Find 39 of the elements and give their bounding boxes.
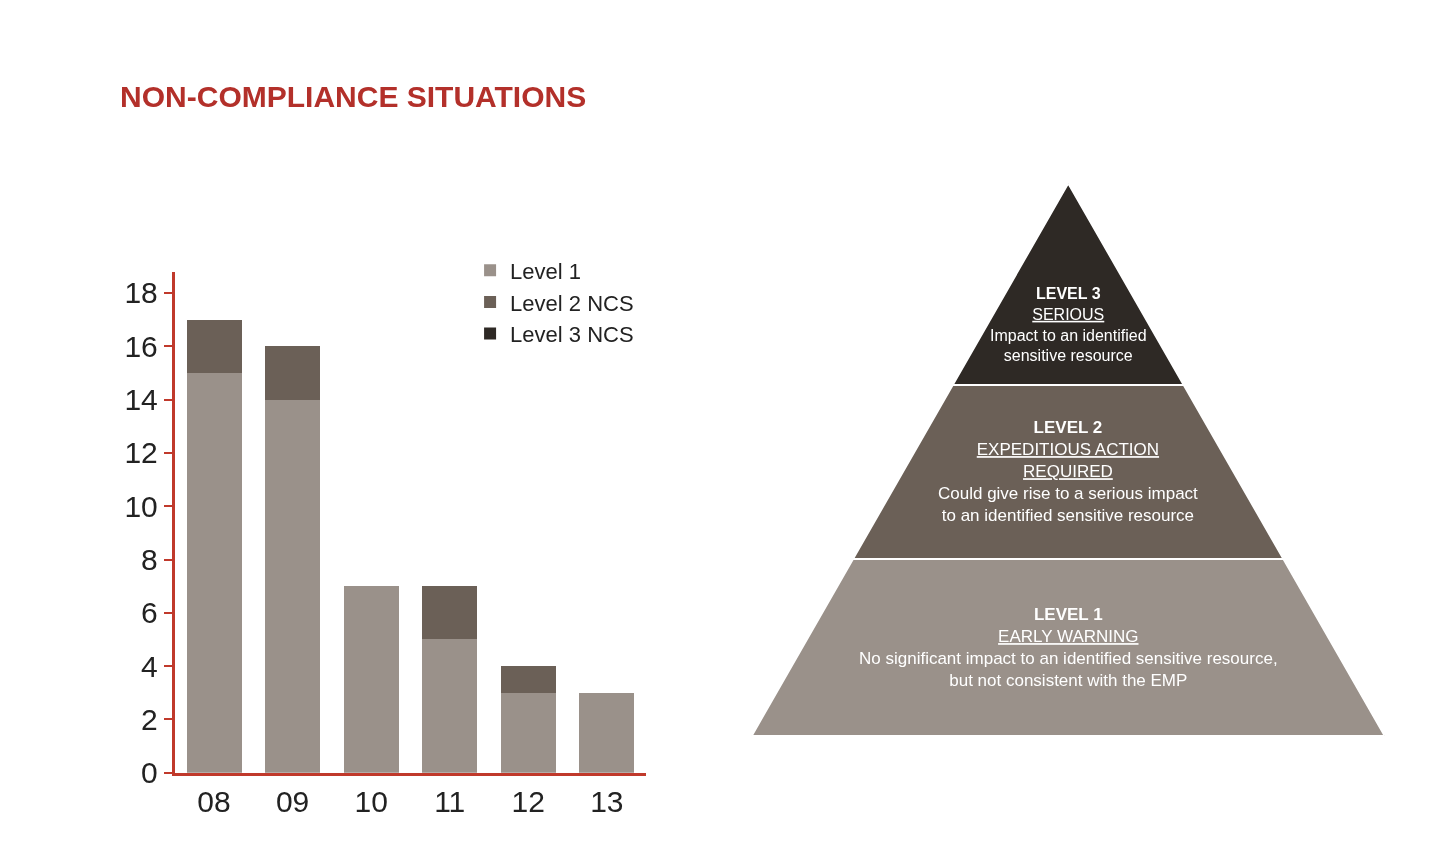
text: Could give rise to a serious impact to an identified sensitive resource — [938, 484, 1199, 526]
bar — [422, 586, 478, 640]
bar — [186, 372, 242, 773]
y-tick-label: 4 — [141, 649, 158, 683]
x-tick-label: 11 — [434, 784, 466, 818]
y-tick-label: 2 — [141, 702, 158, 736]
legend-label: Level 1 — [510, 258, 582, 284]
x-tick-label: 09 — [275, 784, 310, 818]
x-tick-label: 08 — [197, 784, 231, 818]
text: EARLY WARNING — [998, 627, 1139, 647]
category-label: LEVEL 1 — [1033, 605, 1103, 624]
bar — [500, 692, 556, 773]
bar — [579, 692, 635, 773]
legend-label: Level 3 NCS — [510, 322, 634, 348]
bar — [186, 319, 242, 373]
x-tick-label: 12 — [511, 784, 545, 818]
y-tick-label: 12 — [124, 436, 158, 470]
text: Impact to an identified sensitive resource — [990, 326, 1147, 365]
chart-title: NON-COMPLIANCE SITUATIONS — [120, 79, 587, 113]
legend-label: Level 2 NCS — [510, 290, 634, 316]
x-tick-label: 13 — [590, 784, 624, 818]
bar — [265, 346, 321, 400]
bar — [422, 639, 478, 773]
y-tick-label: 8 — [141, 543, 158, 577]
category-label: LEVEL 3 — [1035, 285, 1101, 302]
text: SERIOUS — [1032, 305, 1105, 323]
text: EXPEDITIOUS ACTION REQUIRED — [976, 440, 1160, 482]
y-tick-label: 6 — [141, 596, 158, 630]
bar — [265, 399, 321, 773]
y-tick-label: 18 — [124, 276, 158, 310]
text: No significant impact to an identified sensitive resource, but not consistent with the EMP — [859, 649, 1278, 691]
bar — [500, 666, 556, 693]
category-label: LEVEL 2 — [1033, 418, 1103, 437]
y-tick-label: 16 — [124, 329, 158, 363]
y-tick-label: 14 — [124, 383, 158, 417]
x-tick-label: 10 — [354, 784, 388, 818]
y-tick-label: 0 — [141, 756, 158, 790]
y-tick-label: 10 — [124, 489, 158, 523]
bar — [343, 586, 399, 773]
